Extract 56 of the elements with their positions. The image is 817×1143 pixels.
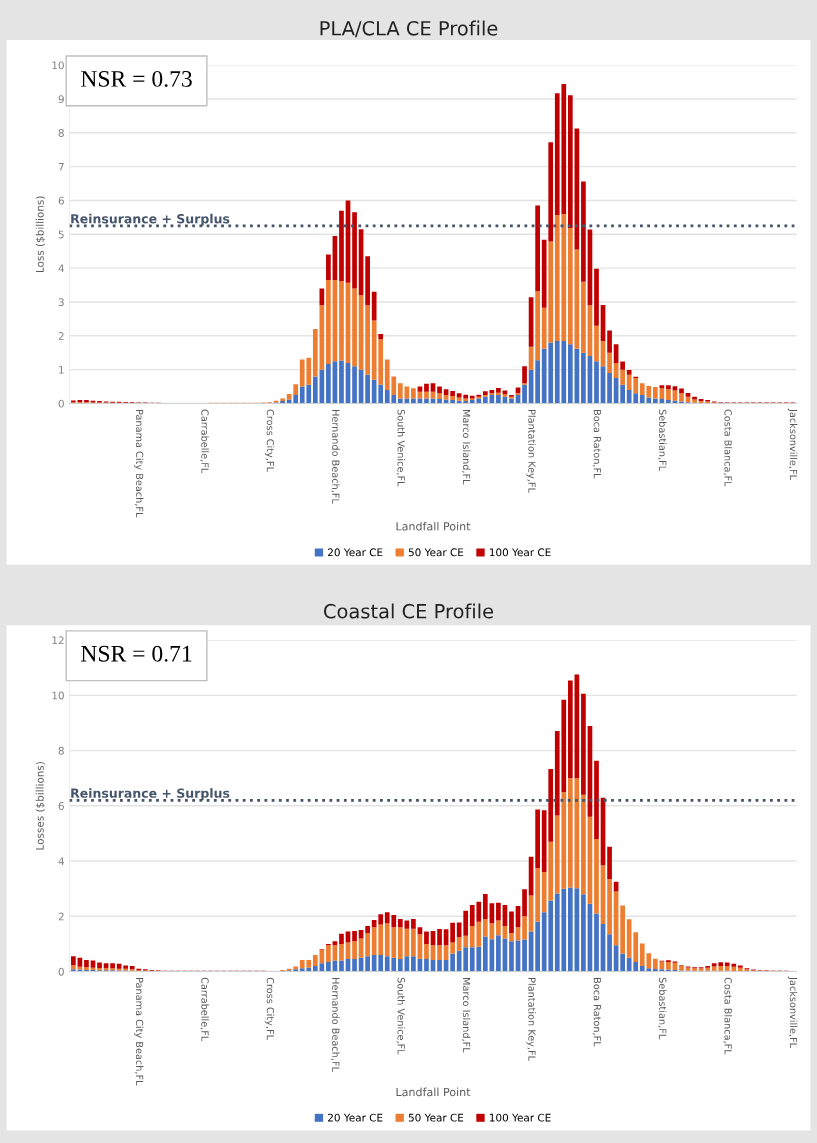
x-tick-label: Boca Raton,FL: [592, 978, 601, 1047]
x-tick-label: Boca Raton,FL: [592, 409, 601, 479]
y-tick-label: 3: [58, 298, 64, 307]
y-axis-title: Losses ($billions): [35, 762, 46, 850]
y-tick-label: 8: [58, 746, 64, 755]
x-tick-label: Panama City Beach,FL: [134, 978, 144, 1086]
x-tick-label: Hernando Beach,FL: [331, 978, 340, 1072]
x-tick-label: Sebastian,FL: [658, 409, 667, 472]
y-tick-label: 4: [58, 264, 64, 273]
x-tick-label: Costa Blanca,FL: [723, 409, 732, 487]
legend-label: 100 Year CE: [489, 1113, 551, 1122]
y-tick-label: 2: [58, 332, 64, 340]
y-tick-label: 6: [58, 196, 64, 205]
x-tick-label: Cross City,FL: [264, 409, 275, 472]
y-axis-title: Loss ($billions): [35, 196, 46, 273]
x-tick-label: Plantation Key,FL: [526, 978, 536, 1061]
legend-label: 50 Year CE: [408, 548, 464, 557]
y-tick-label: 2: [58, 912, 64, 921]
y-tick-label: 6: [58, 802, 64, 810]
y-tick-label: 5: [58, 230, 64, 239]
x-tick-label: Costa Blanca,FL: [723, 977, 732, 1055]
x-axis-title: Landfall Point: [396, 521, 471, 531]
x-tick-label: Marco Island,FL: [461, 978, 471, 1053]
annotation: NSR = 0.71: [81, 645, 192, 662]
legend-label: 20 Year CE: [328, 1113, 383, 1122]
chart-title: Coastal CE Profile: [324, 603, 494, 619]
x-tick-label: Hernando Beach,FL: [331, 409, 340, 504]
y-tick-label: 10: [52, 61, 64, 70]
chart-title: PLA/CLA CE Profile: [320, 20, 498, 38]
x-tick-label: South Venice,FL: [396, 977, 406, 1055]
x-axis-title: Landfall Point: [396, 1087, 471, 1097]
y-tick-label: 4: [58, 857, 64, 866]
legend-label: 50 Year CE: [408, 1113, 464, 1122]
y-tick-label: 10: [52, 691, 64, 700]
x-tick-label: Carrabelle,FL: [200, 409, 209, 474]
x-tick-label: Cross City,FL: [264, 977, 275, 1040]
x-tick-label: Sebastian,FL: [658, 977, 667, 1040]
y-tick-label: 9: [58, 95, 64, 104]
x-tick-label: Jacksonville,FL: [788, 408, 798, 480]
x-tick-label: Plantation Key,FL: [526, 409, 536, 493]
x-tick-label: Panama City Beach,FL: [134, 409, 144, 518]
x-tick-label: Carrabelle,FL: [200, 977, 209, 1042]
y-tick-label: 8: [58, 129, 64, 137]
y-tick-label: 1: [59, 366, 64, 374]
y-tick-label: 0: [58, 967, 64, 976]
x-tick-label: Jacksonville,FL: [788, 976, 798, 1048]
y-tick-label: 7: [58, 163, 64, 171]
legend-label: 100 Year CE: [489, 548, 551, 557]
y-tick-label: 0: [58, 399, 64, 408]
legend-label: 20 Year CE: [328, 548, 383, 557]
ref-line-label: Reinsurance + Surplus: [71, 213, 230, 226]
x-tick-label: Marco Island,FL: [461, 409, 471, 485]
annotation: NSR = 0.73: [81, 70, 192, 87]
y-tick-label: 12: [52, 636, 64, 645]
ref-line-label: Reinsurance + Surplus: [71, 788, 230, 801]
x-tick-label: South Venice,FL: [396, 409, 406, 487]
